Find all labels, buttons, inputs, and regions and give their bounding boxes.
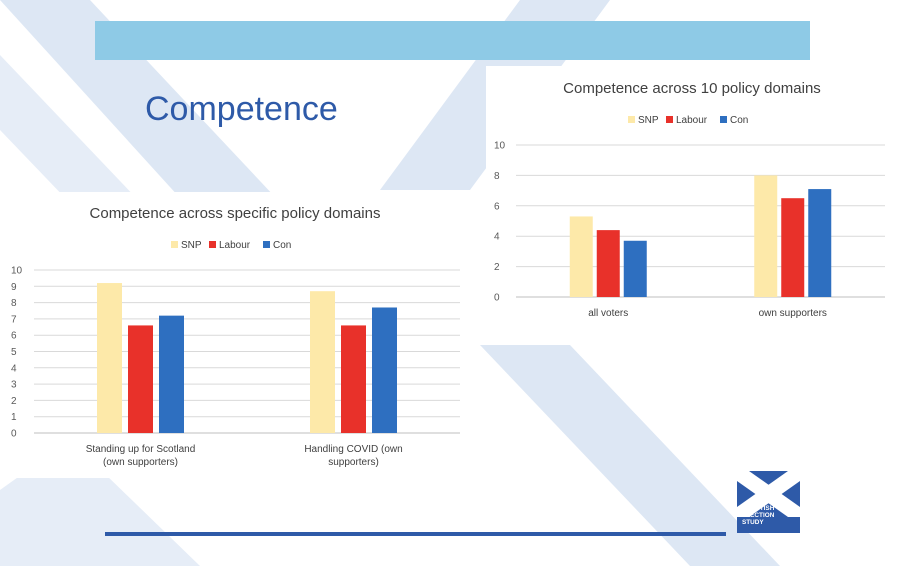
- scottish-election-study-logo: SCOTTISH ELECTION STUDY: [737, 471, 800, 533]
- y-tick-10: 10: [11, 266, 23, 277]
- legend-label-labour: Labour: [219, 240, 251, 251]
- legend-label-con: Con: [273, 240, 291, 251]
- bar-labour-all-voters: [596, 230, 620, 297]
- y-tick-8: 8: [11, 298, 17, 309]
- bar-snp-handling-covid-own-supporters: [310, 291, 335, 433]
- y-tick-5: 5: [11, 347, 17, 358]
- y-tick-4: 4: [11, 363, 17, 374]
- legend-swatch-con: [263, 241, 270, 248]
- chart-title: Competence across specific policy domain…: [90, 205, 381, 222]
- y-tick-9: 9: [11, 282, 17, 293]
- y-tick-7: 7: [11, 314, 17, 325]
- legend-label-snp: SNP: [638, 115, 659, 126]
- y-tick-3: 3: [11, 380, 17, 391]
- y-tick-0: 0: [11, 429, 17, 440]
- logo-line-3: STUDY: [742, 519, 764, 526]
- slide-title: Competence: [145, 90, 338, 128]
- legend-swatch-snp: [171, 241, 178, 248]
- legend-swatch-con: [720, 116, 727, 123]
- bar-con-all-voters: [623, 240, 647, 297]
- bar-snp-own-supporters: [754, 175, 778, 297]
- legend-swatch-labour: [209, 241, 216, 248]
- y-tick-2: 2: [494, 262, 500, 273]
- decor-shape-mid-right: [480, 345, 780, 566]
- bar-con-handling-covid-own-supporters: [372, 307, 397, 433]
- chart-ten-domains-svg: Competence across 10 policy domains SNP La…: [494, 80, 885, 319]
- x-category-label: own supporters: [759, 308, 827, 319]
- legend-swatch-labour: [666, 116, 673, 123]
- y-tick-6: 6: [11, 331, 17, 342]
- legend-label-con: Con: [730, 115, 748, 126]
- x-category-label: all voters: [588, 308, 628, 319]
- x-category-label: (own supporters): [103, 457, 178, 468]
- chart-specific-domains: Competence across specific policy domain…: [0, 192, 468, 478]
- bar-labour-standing-up-for-scotland-own-supporters: [128, 325, 153, 433]
- bar-labour-own-supporters: [781, 198, 805, 297]
- bar-con-standing-up-for-scotland-own-supporters: [159, 315, 184, 433]
- legend-label-snp: SNP: [181, 240, 202, 251]
- chart-ten-domains: Competence across 10 policy domains SNP La…: [486, 66, 893, 334]
- y-tick-1: 1: [11, 412, 17, 423]
- y-tick-2: 2: [11, 396, 17, 407]
- x-category-label: supporters): [328, 457, 379, 468]
- y-tick-4: 4: [494, 232, 500, 243]
- y-tick-6: 6: [494, 201, 500, 212]
- chart-title: Competence across 10 policy domains: [563, 80, 821, 97]
- bar-labour-handling-covid-own-supporters: [341, 325, 366, 433]
- logo-text: SCOTTISH ELECTION STUDY: [742, 505, 798, 526]
- y-tick-8: 8: [494, 171, 500, 182]
- header-band: [95, 21, 810, 60]
- logo-line-2: ELECTION: [742, 512, 775, 519]
- legend-swatch-snp: [628, 116, 635, 123]
- x-category-label: Handling COVID (own: [304, 444, 402, 455]
- bar-snp-all-voters: [569, 216, 593, 297]
- y-tick-0: 0: [494, 293, 500, 304]
- chart-specific-domains-svg: Competence across specific policy domain…: [11, 205, 460, 468]
- footer-divider: [105, 532, 726, 536]
- legend-label-labour: Labour: [676, 115, 708, 126]
- bar-snp-standing-up-for-scotland-own-supporters: [97, 283, 122, 433]
- logo-line-1: SCOTTISH: [742, 505, 775, 512]
- saltire-flag-icon: [737, 471, 800, 517]
- x-category-label: Standing up for Scotland: [86, 444, 196, 455]
- y-tick-10: 10: [494, 141, 506, 152]
- bar-con-own-supporters: [808, 189, 832, 297]
